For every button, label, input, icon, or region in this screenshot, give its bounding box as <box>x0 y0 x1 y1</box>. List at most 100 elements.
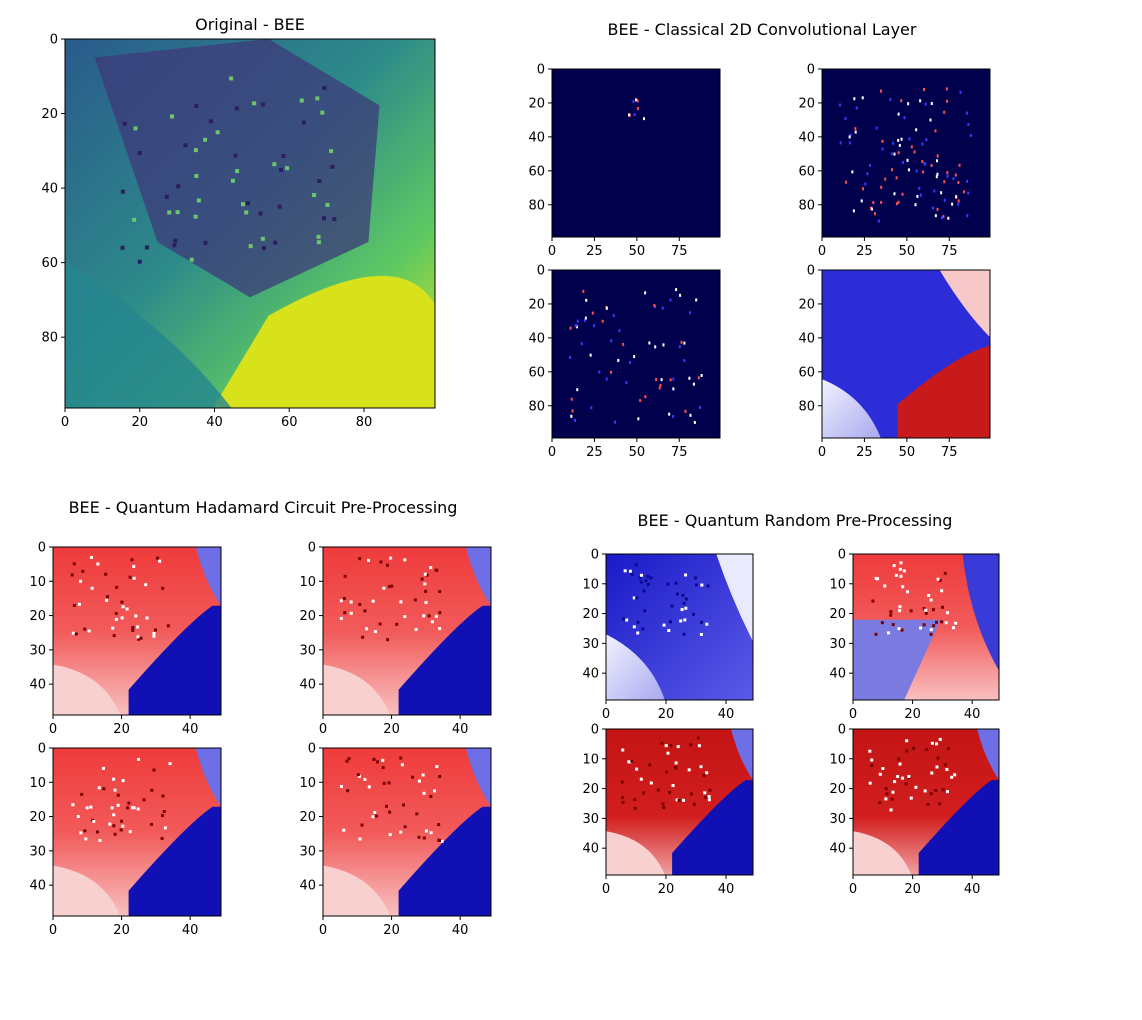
texture-pixel <box>358 557 362 561</box>
edge-pixel <box>669 378 672 382</box>
texture-pixel <box>708 788 712 792</box>
x-tick-label-40: 40 <box>718 707 735 722</box>
edge-pixel <box>908 137 911 141</box>
texture-pixel <box>894 573 898 577</box>
texture-pixel <box>633 806 637 810</box>
texture-pixel <box>121 824 125 828</box>
texture-pixel <box>635 596 639 600</box>
heatmap-image <box>853 729 999 875</box>
texture-pixel <box>154 628 158 632</box>
texture-pixel <box>136 635 140 639</box>
edge-pixel <box>672 414 675 418</box>
texture-pixel <box>315 96 320 101</box>
y-tick-label-20: 20 <box>798 96 815 111</box>
heatmap-image <box>53 547 221 715</box>
y-tick-label-30: 30 <box>582 637 599 652</box>
texture-pixel <box>649 781 653 785</box>
texture-pixel <box>627 760 631 764</box>
edge-pixel <box>936 159 939 163</box>
texture-pixel <box>954 621 958 625</box>
edge-pixel <box>689 413 692 417</box>
edge-pixel <box>635 98 638 102</box>
edge-pixel <box>921 159 924 163</box>
y-tick-label-20: 20 <box>299 609 316 624</box>
edge-pixel <box>678 345 681 349</box>
light-region <box>53 865 121 916</box>
texture-pixel <box>936 577 940 581</box>
edge-pixel <box>893 152 896 156</box>
texture-pixel <box>87 629 91 633</box>
texture-pixel <box>277 204 282 209</box>
edge-pixel <box>639 399 642 403</box>
y-tick-label-20: 20 <box>299 810 316 825</box>
texture-pixel <box>881 767 885 771</box>
texture-pixel <box>81 569 85 573</box>
x-tick-label-40: 40 <box>452 722 469 737</box>
texture-pixel <box>424 589 428 593</box>
texture-pixel <box>697 744 701 748</box>
blue-region <box>195 547 221 606</box>
edge-pixel <box>636 99 639 103</box>
texture-pixel <box>125 607 129 611</box>
y-tick-label-20: 20 <box>582 782 599 797</box>
texture-pixel <box>215 130 220 135</box>
x-tick-label-0: 0 <box>319 722 327 737</box>
edge-pixel <box>861 96 864 100</box>
texture-pixel <box>622 617 626 621</box>
texture-pixel <box>72 603 76 607</box>
texture-pixel <box>97 786 101 790</box>
x-tick-label-20: 20 <box>113 923 130 938</box>
edge-pixel <box>881 139 884 143</box>
x-tick-label-40: 40 <box>964 707 981 722</box>
texture-pixel <box>899 574 903 578</box>
texture-pixel <box>922 607 926 611</box>
edge-pixel <box>569 326 572 330</box>
texture-pixel <box>320 110 325 115</box>
texture-pixel <box>316 240 321 245</box>
edge-pixel <box>890 168 893 172</box>
texture-pixel <box>116 803 120 807</box>
texture-pixel <box>110 806 114 810</box>
y-tick-label-20: 20 <box>528 96 545 111</box>
edge-pixel <box>580 342 583 346</box>
texture-pixel <box>945 768 949 772</box>
edge-pixel <box>653 303 656 307</box>
edge-pixel <box>618 329 621 333</box>
texture-pixel <box>681 593 685 597</box>
y-tick-label-40: 40 <box>528 130 545 145</box>
y-tick-label-40: 40 <box>299 879 316 894</box>
texture-pixel <box>114 617 118 621</box>
edge-pixel <box>951 202 954 206</box>
texture-pixel <box>424 829 428 833</box>
texture-pixel <box>136 807 140 811</box>
texture-pixel <box>162 810 166 814</box>
edge-pixel <box>919 99 922 103</box>
x-tick-label-0: 0 <box>548 244 556 259</box>
texture-pixel <box>666 582 670 586</box>
edge-pixel <box>644 395 647 399</box>
edge-pixel <box>872 201 875 205</box>
texture-pixel <box>71 803 75 807</box>
edge-pixel <box>916 194 919 198</box>
texture-pixel <box>96 562 100 566</box>
texture-pixel <box>649 576 653 580</box>
texture-pixel <box>367 785 371 789</box>
texture-pixel <box>196 198 201 203</box>
edge-pixel <box>661 306 664 310</box>
edge-pixel <box>576 388 579 392</box>
texture-pixel <box>120 189 125 194</box>
texture-pixel <box>194 173 199 178</box>
texture-pixel <box>625 618 629 622</box>
y-tick-label-0: 0 <box>38 541 46 556</box>
texture-pixel <box>642 791 646 795</box>
texture-pixel <box>402 803 406 807</box>
edge-pixel <box>933 189 936 193</box>
edge-pixel <box>688 376 691 380</box>
texture-pixel <box>325 202 330 207</box>
texture-pixel <box>261 246 266 251</box>
texture-pixel <box>871 599 875 603</box>
edge-pixel <box>934 129 937 133</box>
edge-pixel <box>897 138 900 142</box>
title-hadamard: BEE - Quantum Hadamard Circuit Pre-Proce… <box>69 498 458 517</box>
texture-pixel <box>164 194 169 199</box>
